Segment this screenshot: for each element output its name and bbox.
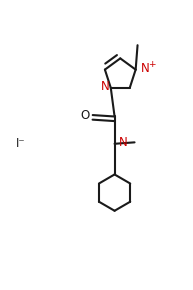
Text: O: O	[80, 108, 89, 122]
Text: N: N	[141, 62, 149, 75]
Text: I⁻: I⁻	[16, 137, 25, 150]
Text: +: +	[148, 60, 156, 69]
Text: N: N	[119, 136, 128, 149]
Text: N: N	[101, 80, 109, 93]
